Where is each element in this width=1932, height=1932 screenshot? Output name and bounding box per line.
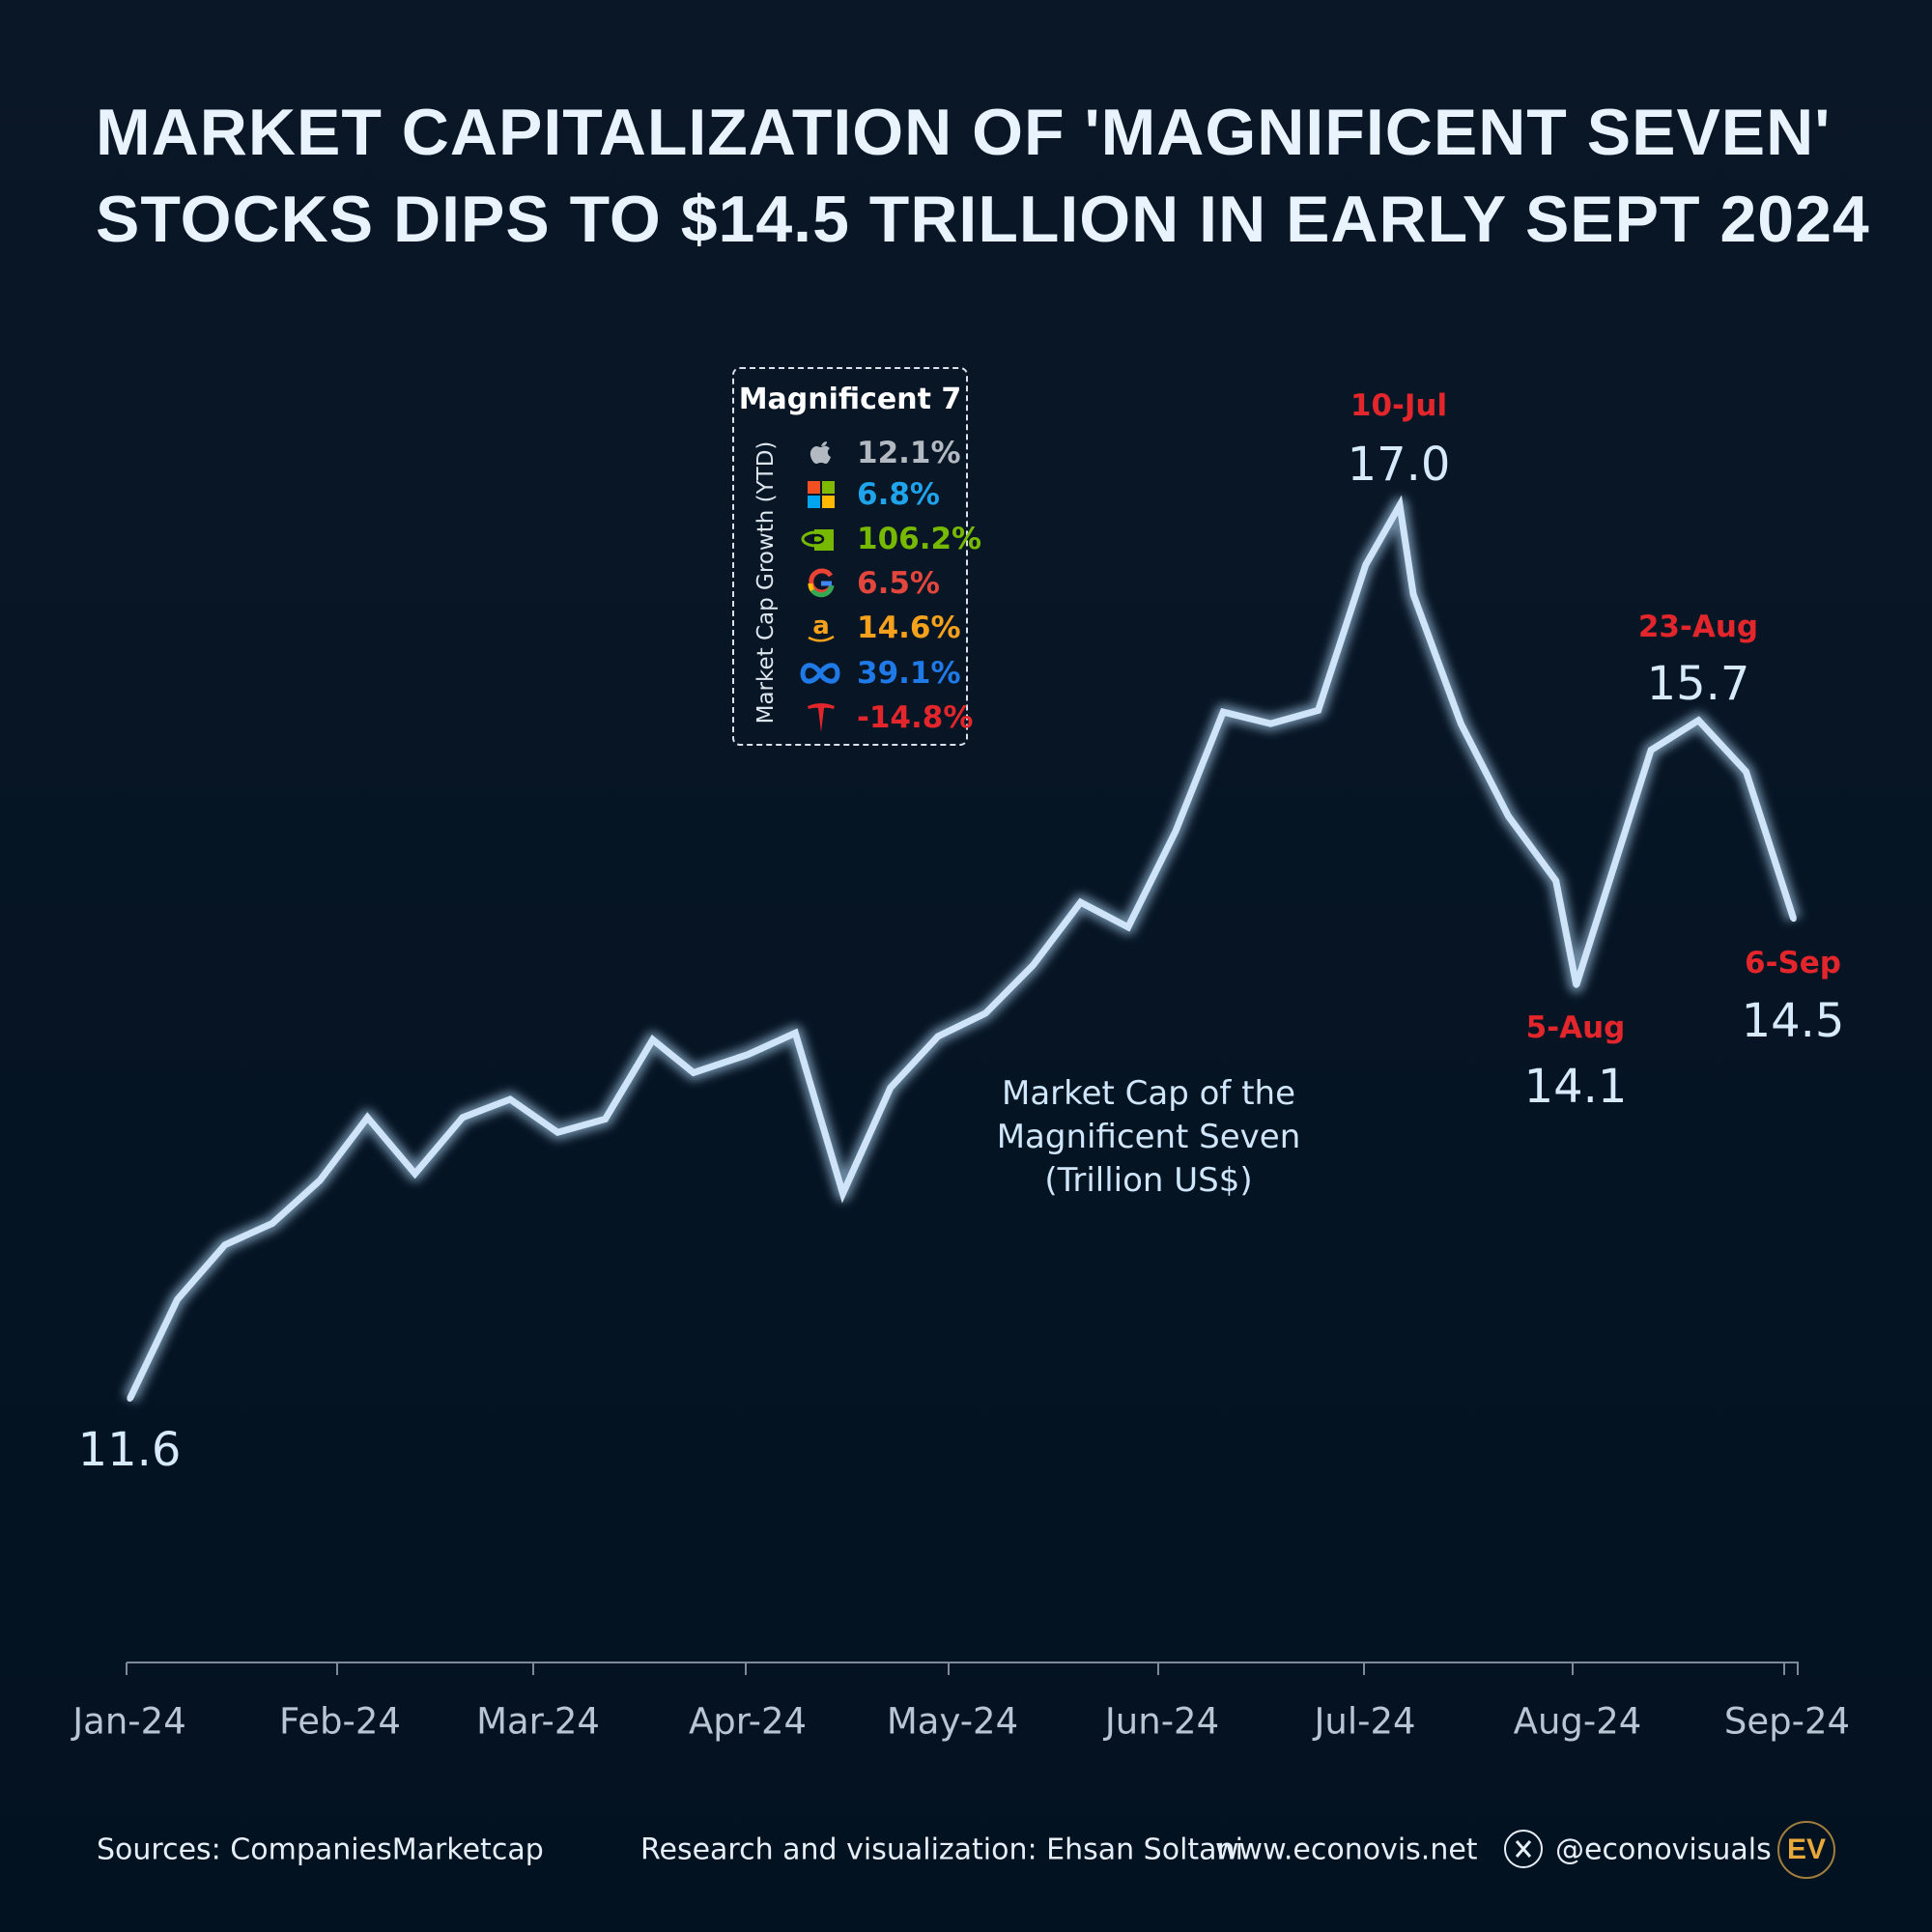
title-line-2: Stocks Dips to $14.5 Trillion in Early S… xyxy=(96,183,1870,256)
x-twitter-icon xyxy=(1504,1830,1543,1868)
data-point xyxy=(982,1009,989,1016)
data-point xyxy=(221,1241,228,1248)
legend-value-microsoft: 6.8% xyxy=(857,477,940,512)
footer-website[interactable]: www.econovis.net xyxy=(1215,1833,1478,1867)
data-point xyxy=(690,1069,696,1076)
data-point xyxy=(127,1396,133,1402)
x-axis xyxy=(126,1662,1799,1675)
data-point xyxy=(317,1177,324,1183)
legend-value-amazon: 14.6% xyxy=(857,611,961,645)
nvidia-icon xyxy=(801,529,834,551)
series-annotation: Market Cap of the Magnificent Seven (Tri… xyxy=(997,1072,1301,1203)
x-tick-label: May-24 xyxy=(886,1700,1019,1743)
date-label-aug23: 23-Aug xyxy=(1637,610,1759,644)
data-point xyxy=(1397,502,1403,508)
data-point xyxy=(174,1296,181,1303)
data-point xyxy=(1743,768,1749,775)
data-point xyxy=(1362,561,1369,568)
econovis-logo: EV xyxy=(1777,1821,1835,1879)
x-tick-label: Apr-24 xyxy=(688,1700,808,1743)
data-point xyxy=(1695,717,1702,724)
data-point xyxy=(745,1051,752,1058)
data-point xyxy=(1267,721,1274,727)
data-point xyxy=(412,1171,418,1178)
data-label-start: 11.6 xyxy=(77,1423,182,1477)
data-point xyxy=(1648,747,1655,753)
data-point xyxy=(507,1095,514,1102)
data-point xyxy=(1030,962,1037,969)
legend-item-amazon: a 14.6% xyxy=(734,607,966,649)
legend-value-nvidia: 106.2% xyxy=(857,522,982,556)
data-point xyxy=(459,1114,466,1121)
annotation-line-1: Market Cap of the xyxy=(1001,1074,1296,1113)
legend-title: Magnificent 7 xyxy=(738,383,962,416)
date-label-peak: 10-Jul xyxy=(1350,388,1448,423)
x-tick-label: Jun-24 xyxy=(1104,1700,1220,1743)
data-point xyxy=(1315,707,1321,714)
data-label-sep6: 14.5 xyxy=(1741,994,1845,1048)
data-point xyxy=(792,1030,799,1037)
x-tick-label: Mar-24 xyxy=(476,1700,600,1743)
data-point xyxy=(364,1114,371,1121)
annotation-line-2: Magnificent Seven xyxy=(996,1118,1301,1156)
x-tick-label: Aug-24 xyxy=(1513,1700,1642,1743)
date-label-sep6: 6-Sep xyxy=(1745,946,1841,980)
data-point xyxy=(839,1190,846,1197)
svg-text:a: a xyxy=(812,611,830,640)
legend-item-apple: 12.1% xyxy=(734,432,966,474)
legend-item-tesla: -14.8% xyxy=(734,696,973,739)
data-point xyxy=(602,1116,609,1122)
legend-item-meta: 39.1% xyxy=(734,652,966,695)
data-point xyxy=(887,1084,894,1091)
legend-value-google: 6.5% xyxy=(857,566,940,601)
data-point xyxy=(1173,828,1179,835)
data-point xyxy=(1790,916,1797,923)
legend-item-google: 6.5% xyxy=(734,562,966,605)
legend-value-tesla: -14.8% xyxy=(857,700,974,735)
meta-icon xyxy=(800,663,840,684)
footer-credit: Research and visualization: Ehsan Soltan… xyxy=(640,1833,1243,1867)
x-tick-label: Jan-24 xyxy=(72,1700,186,1743)
chart-title: Market Capitalization of 'Magnificent Se… xyxy=(96,89,1870,263)
data-point xyxy=(1552,877,1559,884)
data-point xyxy=(1505,813,1512,820)
apple-icon xyxy=(810,441,831,464)
data-point xyxy=(1573,981,1579,988)
x-tick-label: Sep-24 xyxy=(1723,1700,1851,1743)
data-point xyxy=(1458,721,1464,727)
legend-item-microsoft: 6.8% xyxy=(734,473,966,516)
microsoft-icon xyxy=(808,481,835,508)
data-label-peak: 17.0 xyxy=(1347,438,1451,492)
data-label-aug5: 14.1 xyxy=(1523,1060,1628,1114)
footer-handle[interactable]: @econovisuals xyxy=(1555,1833,1772,1867)
data-point xyxy=(649,1037,656,1043)
data-point xyxy=(1077,899,1084,906)
data-point xyxy=(554,1129,561,1136)
date-label-aug5: 5-Aug xyxy=(1525,1010,1626,1045)
data-point xyxy=(270,1220,276,1227)
footer-sources: Sources: CompaniesMarketcap xyxy=(97,1833,544,1867)
annotation-line-3: (Trillion US$) xyxy=(1044,1161,1253,1200)
google-icon xyxy=(808,568,835,598)
legend-item-nvidia: 106.2% xyxy=(734,518,981,560)
tesla-icon xyxy=(808,703,835,732)
data-point xyxy=(1220,709,1227,716)
legend-value-meta: 39.1% xyxy=(857,656,961,691)
legend-box: Magnificent 7 Market Cap Growth (YTD) 12… xyxy=(732,367,981,746)
x-tick-label: Feb-24 xyxy=(279,1700,401,1743)
data-point xyxy=(1410,591,1417,598)
data-point xyxy=(934,1033,941,1039)
title-line-1: Market Capitalization of 'Magnificent Se… xyxy=(96,96,1832,169)
data-label-aug23: 15.7 xyxy=(1646,657,1750,711)
amazon-icon: a xyxy=(808,611,835,642)
x-tick-label: Jul-24 xyxy=(1314,1700,1416,1743)
legend-value-apple: 12.1% xyxy=(857,436,961,470)
data-point xyxy=(1124,923,1131,930)
